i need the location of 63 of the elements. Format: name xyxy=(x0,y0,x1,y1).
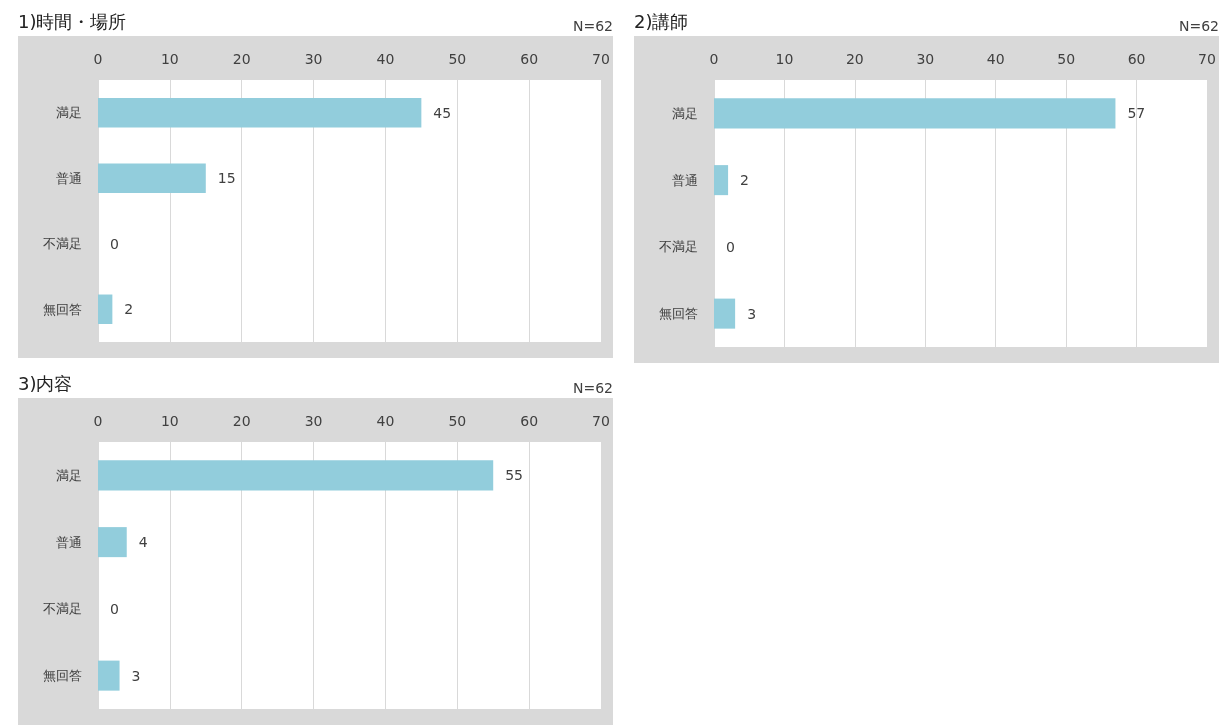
y-tick-label: 普通 xyxy=(56,534,82,550)
y-tick-label: 満足 xyxy=(56,467,82,483)
data-label: 0 xyxy=(110,600,119,617)
y-tick-label: 無回答 xyxy=(43,668,82,684)
x-tick-label: 50 xyxy=(448,51,467,67)
x-tick-label: 20 xyxy=(232,51,251,67)
x-tick-label: 60 xyxy=(1127,51,1146,67)
x-tick-label: 20 xyxy=(845,51,864,67)
chart-title: 3)内容 xyxy=(18,372,73,396)
y-tick-label: 普通 xyxy=(56,170,82,186)
data-label: 3 xyxy=(131,667,141,684)
x-tick-label: 10 xyxy=(160,51,179,67)
text: N=62 xyxy=(572,380,613,396)
data-label: 57 xyxy=(1127,105,1146,122)
x-tick-label: 30 xyxy=(916,51,935,67)
bar xyxy=(714,165,729,196)
data-label: 3 xyxy=(747,305,757,322)
x-tick-label: 40 xyxy=(986,51,1005,67)
bar xyxy=(714,98,1116,129)
x-tick-label: 20 xyxy=(232,413,251,429)
x-tick-label: 0 xyxy=(709,51,719,67)
data-label: 0 xyxy=(110,235,119,252)
x-tick-label: 10 xyxy=(775,51,794,67)
x-tick-label: 70 xyxy=(592,51,610,67)
x-tick-label: 0 xyxy=(93,413,103,429)
y-tick-label: 満足 xyxy=(672,105,698,121)
y-tick-label: 不満足 xyxy=(659,239,698,255)
bar xyxy=(714,298,736,329)
data-label: 0 xyxy=(726,238,735,255)
x-tick-label: 70 xyxy=(1198,51,1216,67)
y-tick-label: 普通 xyxy=(672,172,698,188)
x-tick-label: 0 xyxy=(93,51,103,67)
chart-title: 1)時間・場所 xyxy=(18,10,127,34)
data-label: 4 xyxy=(138,534,148,551)
bar xyxy=(98,163,206,193)
x-tick-label: 60 xyxy=(520,413,539,429)
x-tick-label: 30 xyxy=(304,413,323,429)
x-tick-label: 50 xyxy=(448,413,467,429)
y-tick-label: 無回答 xyxy=(659,306,698,322)
x-tick-label: 40 xyxy=(376,51,395,67)
y-tick-label: 不満足 xyxy=(43,601,82,617)
x-tick-label: 50 xyxy=(1057,51,1076,67)
bar xyxy=(98,527,127,558)
x-tick-label: 40 xyxy=(376,413,395,429)
data-label: 55 xyxy=(505,467,524,484)
data-label: 45 xyxy=(433,104,452,121)
data-label: 2 xyxy=(124,301,134,318)
data-label: 2 xyxy=(740,172,750,189)
x-tick-label: 30 xyxy=(304,51,323,67)
bar xyxy=(98,294,113,324)
x-tick-label: 70 xyxy=(592,413,610,429)
y-tick-label: 満足 xyxy=(56,105,82,121)
text: N=62 xyxy=(572,18,613,34)
bar xyxy=(98,660,120,691)
data-label: 15 xyxy=(217,170,236,187)
bar xyxy=(98,98,422,128)
text: N=62 xyxy=(1178,18,1219,34)
chart-title: 2)講師 xyxy=(634,10,689,34)
bar xyxy=(98,460,494,491)
x-tick-label: 10 xyxy=(160,413,179,429)
y-tick-label: 不満足 xyxy=(43,236,82,252)
x-tick-label: 60 xyxy=(520,51,539,67)
y-tick-label: 無回答 xyxy=(43,301,82,317)
